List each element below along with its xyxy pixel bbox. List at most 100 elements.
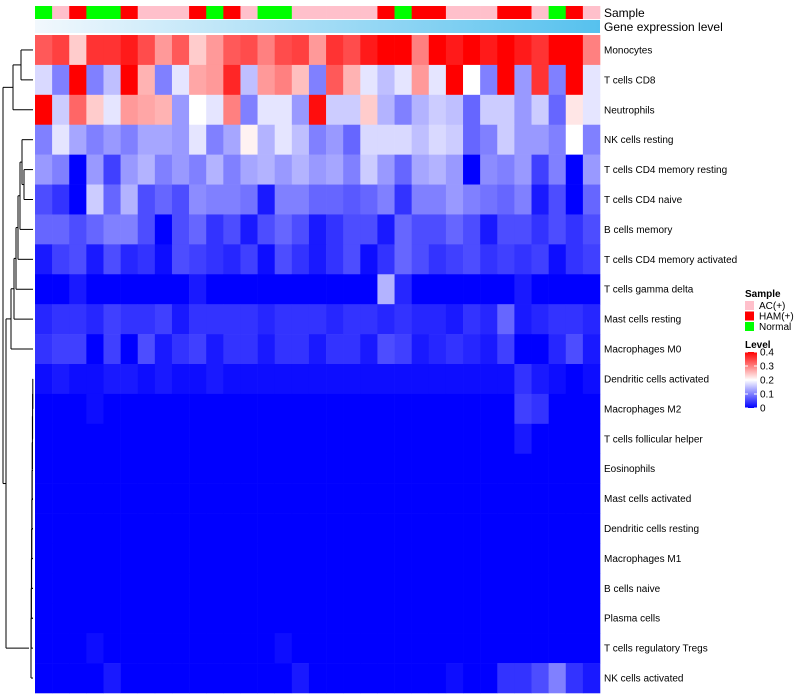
heatmap-cell <box>189 423 207 455</box>
heatmap-cell <box>52 184 70 215</box>
heatmap-cell <box>154 663 173 694</box>
sample-cell <box>377 6 395 19</box>
heatmap-cell <box>360 214 378 245</box>
heatmap-cell <box>360 334 378 365</box>
heatmap-cell <box>531 513 549 544</box>
heatmap-cell <box>343 184 361 215</box>
heatmap-cell <box>565 393 584 425</box>
heatmap-cell <box>411 64 430 96</box>
heatmap-cell <box>411 603 430 634</box>
heatmap-cell <box>343 154 361 185</box>
heatmap-cell <box>120 453 139 484</box>
row-label: Mast cells activated <box>604 494 691 505</box>
row-label: T cells follicular helper <box>604 434 703 445</box>
heatmap-cell <box>480 154 498 185</box>
row-label: Dendritic cells resting <box>604 524 699 535</box>
heatmap-cell <box>480 423 498 455</box>
heatmap-cell <box>35 364 53 395</box>
heatmap-cell <box>360 35 378 66</box>
heatmap-cell <box>291 94 310 126</box>
heatmap-cell <box>189 35 207 66</box>
heatmap-cell <box>445 513 464 544</box>
heatmap-cell <box>394 663 412 694</box>
heatmap-cell <box>411 393 430 425</box>
heatmap-cell <box>103 423 121 455</box>
sample-cell <box>428 6 447 19</box>
heatmap-cell <box>69 35 87 66</box>
row-label: T cells CD8 <box>604 75 656 86</box>
heatmap-cell <box>445 453 464 484</box>
heatmap-cell <box>35 513 53 544</box>
heatmap-cell <box>171 334 190 365</box>
heatmap-cell <box>480 94 498 126</box>
heatmap-cell <box>565 244 584 275</box>
heatmap-cell <box>394 453 412 484</box>
sample-legend-items: AC(+)HAM(+)Normal <box>745 301 794 333</box>
heatmap-cell <box>411 334 430 365</box>
heatmap-cell <box>69 364 87 395</box>
heatmap-cell <box>326 663 344 694</box>
heatmap-cell <box>308 154 327 185</box>
heatmap-cell <box>274 244 293 275</box>
heatmap-cell <box>154 453 173 484</box>
expression-bar <box>35 20 600 33</box>
heatmap-cell <box>35 304 53 335</box>
heatmap-cell <box>189 663 207 694</box>
heatmap-cell <box>308 35 327 66</box>
heatmap-cell <box>326 304 344 335</box>
heatmap-cell <box>394 633 412 664</box>
heatmap-cell <box>206 214 224 245</box>
heatmap-cell <box>86 35 104 66</box>
heatmap-cell <box>103 513 121 544</box>
heatmap-cell <box>445 423 464 455</box>
heatmap-cell <box>428 393 447 425</box>
row-label: Neutrophils <box>604 105 655 116</box>
heatmap-cell <box>360 483 378 514</box>
heatmap-cell <box>274 573 293 604</box>
heatmap-cell <box>291 423 310 455</box>
heatmap-cell <box>326 423 344 455</box>
heatmap-cell <box>377 364 395 395</box>
heatmap-cell <box>171 244 190 275</box>
heatmap-cell <box>514 184 532 215</box>
heatmap-cell <box>274 304 293 335</box>
heatmap-cell <box>35 94 53 126</box>
heatmap-cell <box>103 633 121 664</box>
heatmap-cell <box>206 94 224 126</box>
heatmap-cell <box>514 663 532 694</box>
heatmap-cell <box>445 244 464 275</box>
heatmap-cell <box>565 334 584 365</box>
expression-annotation-label: Gene expression level <box>604 20 723 34</box>
row-label: Eosinophils <box>604 464 655 475</box>
heatmap-cell <box>120 633 139 664</box>
heatmap-cell <box>445 663 464 694</box>
heatmap-cell <box>445 483 464 514</box>
heatmap-cell <box>360 543 378 574</box>
sample-cell <box>154 6 173 19</box>
heatmap-cell <box>428 94 447 126</box>
heatmap-cell <box>308 124 327 155</box>
heatmap-cell <box>69 304 87 335</box>
heatmap-cell <box>377 35 395 66</box>
heatmap-cell <box>531 364 549 395</box>
heatmap-cell <box>548 483 567 514</box>
heatmap-cell <box>206 304 224 335</box>
heatmap-cell <box>154 513 173 544</box>
heatmap-cell <box>240 154 258 185</box>
heatmap-cell <box>69 334 87 365</box>
heatmap-cell <box>548 274 567 305</box>
heatmap-cell <box>35 244 53 275</box>
heatmap-cell <box>154 364 173 395</box>
heatmap-cell <box>394 124 412 155</box>
heatmap-cell <box>308 364 327 395</box>
heatmap-cell <box>103 244 121 275</box>
heatmap-cell <box>206 244 224 275</box>
heatmap-cell <box>565 124 584 155</box>
heatmap-cell <box>120 364 139 395</box>
heatmap-cell <box>497 244 515 275</box>
heatmap-cell <box>103 543 121 574</box>
heatmap-cell <box>69 633 87 664</box>
heatmap-cell <box>428 513 447 544</box>
heatmap-cell <box>360 603 378 634</box>
heatmap-cell <box>514 304 532 335</box>
